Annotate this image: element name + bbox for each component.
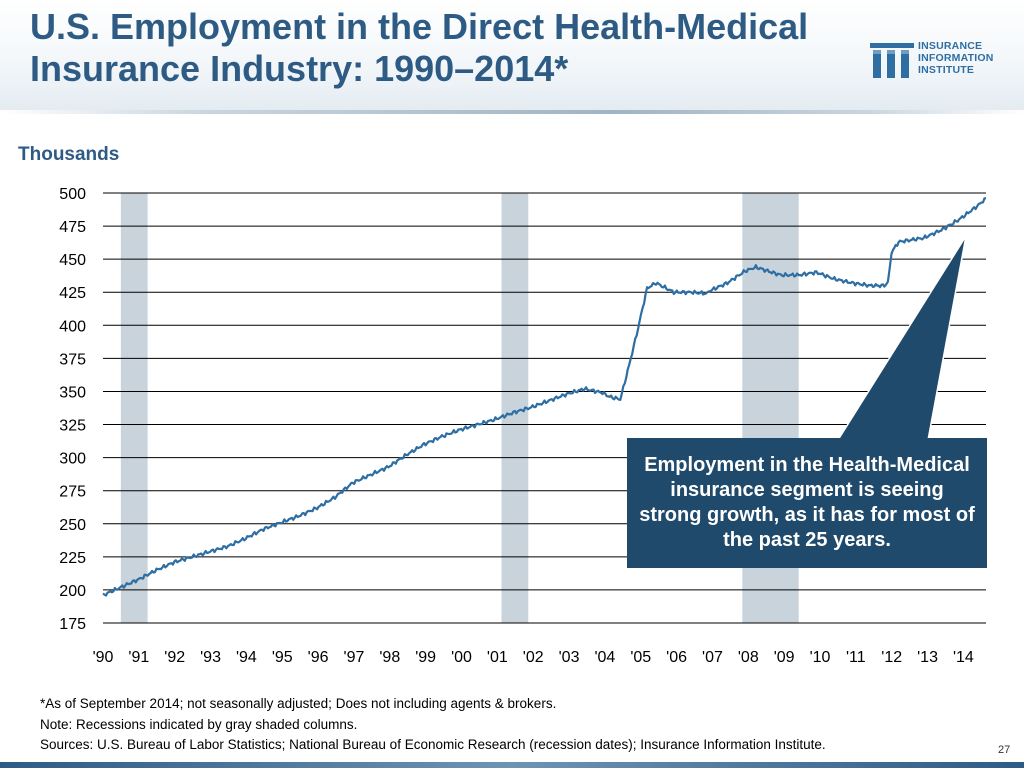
recession-band <box>120 193 148 623</box>
x-tick-label: '10 <box>810 649 831 666</box>
footer-bar <box>0 762 1024 768</box>
footnotes: *As of September 2014; not seasonally ad… <box>40 694 980 756</box>
footnote-recession-note: Note: Recessions indicated by gray shade… <box>40 716 358 732</box>
x-tick-label: '90 <box>93 649 114 666</box>
x-tick-label: '92 <box>164 649 185 666</box>
x-tick-label: '02 <box>523 649 544 666</box>
x-tick-label: '98 <box>379 649 400 666</box>
logo-line: INSTITUTE <box>918 64 975 76</box>
y-tick-label: 400 <box>59 318 86 335</box>
iii-columns-logo-icon <box>870 43 914 78</box>
y-tick-label: 450 <box>59 252 86 269</box>
callout-text: Employment in the Health-Medical insuran… <box>639 454 975 551</box>
y-tick-label: 250 <box>59 517 86 534</box>
recession-band <box>501 193 529 623</box>
y-tick-label: 425 <box>59 285 86 302</box>
y-tick-label: 175 <box>59 616 86 633</box>
x-tick-label: '08 <box>738 649 759 666</box>
x-tick-label: '00 <box>451 649 472 666</box>
y-tick-label: 350 <box>59 384 86 401</box>
x-tick-label: '03 <box>559 649 580 666</box>
x-tick-label: '97 <box>344 649 365 666</box>
page-number: 27 <box>998 744 1011 756</box>
x-tick-label: '13 <box>917 649 938 666</box>
x-tick-label: '91 <box>128 649 149 666</box>
x-tick-label: '01 <box>487 649 508 666</box>
header-band <box>0 0 1024 112</box>
x-tick-label: '93 <box>200 649 221 666</box>
logo-line: INFORMATION <box>918 52 994 64</box>
x-tick-label: '11 <box>846 649 866 666</box>
x-tick-label: '99 <box>415 649 436 666</box>
x-tick-label: '09 <box>774 649 795 666</box>
y-tick-label: 275 <box>59 484 86 501</box>
y-tick-label: 200 <box>59 583 86 600</box>
logo-wordmark: INSURANCE INFORMATION INSTITUTE <box>918 40 994 76</box>
y-tick-label: 300 <box>59 451 86 468</box>
header-divider <box>0 110 1024 114</box>
x-tick-label: '12 <box>881 649 902 666</box>
x-tick-label: '07 <box>702 649 723 666</box>
y-tick-label: 375 <box>59 351 86 368</box>
y-axis-unit-label: Thousands <box>18 144 120 165</box>
series-line <box>102 197 986 597</box>
y-tick-label: 475 <box>59 219 86 236</box>
x-tick-label: '94 <box>236 649 257 666</box>
y-tick-label: 500 <box>59 186 86 203</box>
logo-line: INSURANCE <box>918 40 983 52</box>
callout-box: Employment in the Health-Medical insuran… <box>627 438 987 568</box>
callout-pointer <box>836 235 967 441</box>
x-tick-label: '14 <box>953 649 974 666</box>
x-tick-label: '05 <box>630 649 651 666</box>
y-tick-label: 325 <box>59 418 86 435</box>
page-title: U.S. Employment in the Direct Health-Med… <box>30 6 809 89</box>
footnote-asterisk: *As of September 2014; not seasonally ad… <box>40 696 557 711</box>
x-tick-label: '04 <box>594 649 615 666</box>
x-tick-label: '95 <box>272 649 293 666</box>
x-tick-label: '96 <box>308 649 329 666</box>
y-tick-label: 225 <box>59 550 86 567</box>
employment-line-chart: 500 475 450 425 400 375 350 325 300 275 250 225 200 1… <box>59 186 986 666</box>
x-tick-label: '06 <box>666 649 687 666</box>
footnote-sources: Sources: U.S. Bureau of Labor Statistics… <box>40 737 826 752</box>
